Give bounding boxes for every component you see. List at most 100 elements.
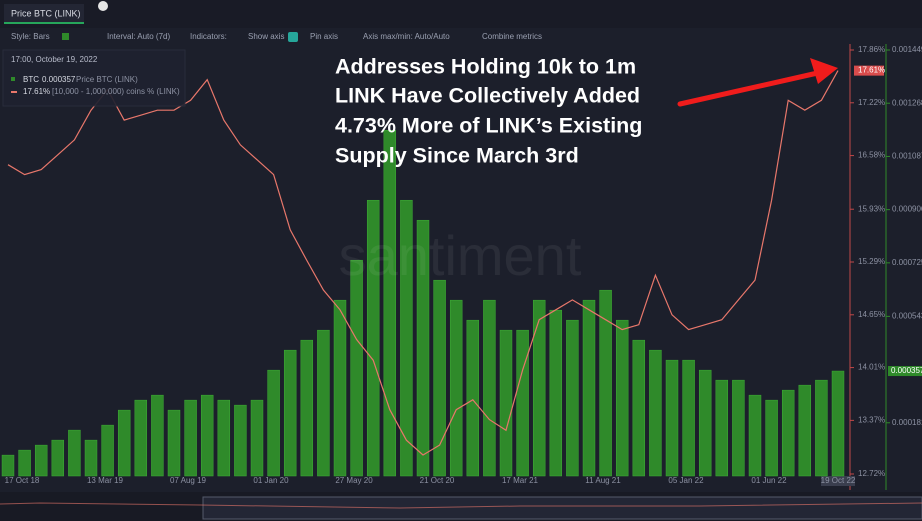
bar <box>1 454 15 477</box>
bar <box>234 404 247 477</box>
bar <box>51 439 65 477</box>
y2-tick-label: 0.001087 <box>892 152 922 161</box>
bar <box>416 219 430 477</box>
bar <box>781 389 795 477</box>
bar <box>748 394 762 477</box>
annotation: Supply Since March 3rd <box>335 144 579 168</box>
arrow-shaft <box>677 69 825 107</box>
arrow-head <box>810 58 838 84</box>
bar <box>715 379 729 477</box>
bar <box>582 299 596 477</box>
tab[interactable] <box>4 4 84 24</box>
y2-tick-label: 0.000181 <box>892 418 922 427</box>
y-tick-label: 15.29% <box>858 257 885 266</box>
bar <box>383 130 397 477</box>
bar <box>184 399 197 477</box>
bar <box>532 299 546 477</box>
bar <box>499 329 513 477</box>
legend-swatch <box>11 91 17 93</box>
navigator-line <box>0 502 922 509</box>
top-bar <box>0 0 922 28</box>
tab-underline <box>4 22 84 24</box>
bar <box>466 319 480 477</box>
watermark: santiment <box>339 224 582 287</box>
x-tick-label: 21 Oct 20 <box>420 476 455 485</box>
bar <box>682 359 695 477</box>
bar <box>34 444 48 477</box>
y2-tick-label: 0.001449 <box>892 45 922 54</box>
bar <box>366 199 380 477</box>
annotation: 4.73% More of LINK’s Existing <box>335 114 642 138</box>
bar <box>649 349 662 477</box>
y2-tick-label: 0.000906 <box>892 205 922 214</box>
x-tick-label: 05 Jan 22 <box>668 476 704 485</box>
y-tick-label: 14.65% <box>858 310 885 319</box>
y-tick-label: 16.58% <box>858 151 885 160</box>
bar <box>566 319 579 477</box>
x-tick-label: 27 May 20 <box>335 476 373 485</box>
bar <box>831 370 845 477</box>
bar <box>267 369 280 477</box>
x-tick-label: 01 Jan 20 <box>253 476 289 485</box>
bar <box>101 424 114 477</box>
legend-label: [10,000 - 1,000,000) coins % (LINK) <box>52 87 180 96</box>
annotation: Addresses Holding 10k to 1m <box>335 55 636 79</box>
legend-time: 17:00, October 19, 2022 <box>11 55 98 64</box>
bar <box>433 279 446 477</box>
bar <box>151 394 164 477</box>
bar <box>18 449 31 477</box>
color-swatch[interactable] <box>62 33 69 40</box>
value-label-box <box>854 65 884 76</box>
x-tick-label: 13 Mar 19 <box>87 476 124 485</box>
x-tick-label: 17 Oct 18 <box>5 476 40 485</box>
bar <box>798 384 812 477</box>
value-label: 0.000357 <box>891 366 922 375</box>
bar <box>599 289 612 477</box>
tab-title[interactable]: Price BTC (LINK) <box>11 8 81 18</box>
toolbar-item[interactable]: Combine metrics <box>482 32 542 41</box>
checkbox[interactable] <box>288 32 298 42</box>
x-label-box <box>821 476 855 486</box>
bar <box>632 339 646 477</box>
bar <box>283 349 297 477</box>
toolbar-item[interactable]: Interval: Auto (7d) <box>107 32 170 41</box>
bar <box>698 369 712 477</box>
legend-swatch <box>11 77 15 81</box>
legend-label: Price BTC (LINK) <box>76 75 138 84</box>
bar <box>200 394 214 477</box>
bar <box>732 379 745 477</box>
navigator-window[interactable] <box>202 496 922 520</box>
y-tick-label: 14.01% <box>858 363 885 372</box>
y2-tick-label: 0.000543 <box>892 311 922 320</box>
bar <box>68 429 81 477</box>
x-tick-label: 01 Jun 22 <box>751 476 787 485</box>
toolbar-item[interactable]: Style: Bars <box>11 32 50 41</box>
bar <box>333 299 347 477</box>
bar <box>167 409 181 477</box>
bar <box>250 399 264 477</box>
y2-tick-label: 0.001268 <box>892 98 922 107</box>
x-tick-label: 11 Aug 21 <box>585 476 621 485</box>
x-tick-label: 17 Mar 21 <box>502 476 539 485</box>
bar <box>815 379 828 477</box>
toolbar-item[interactable]: Axis max/min: Auto/Auto <box>363 32 450 41</box>
x-tick-label: 07 Aug 19 <box>170 476 207 485</box>
x-tick-label: 19 Oct 22 <box>821 476 856 485</box>
y-tick-label: 17.86% <box>858 45 885 54</box>
toolbar-item[interactable]: Indicators: <box>190 32 227 41</box>
bar <box>317 329 330 477</box>
legend-value: 0.000357 <box>42 75 76 84</box>
value-label-box <box>888 366 922 377</box>
bar <box>350 259 363 477</box>
bar <box>483 299 496 477</box>
toolbar-item[interactable]: Show axis <box>248 32 284 41</box>
bar <box>549 309 563 477</box>
bar <box>134 399 148 477</box>
bar <box>117 409 131 477</box>
add-button[interactable] <box>98 1 108 11</box>
toolbar-item[interactable]: Pin axis <box>310 32 338 41</box>
value-label: 17.61% <box>858 66 885 75</box>
bar <box>449 299 463 477</box>
